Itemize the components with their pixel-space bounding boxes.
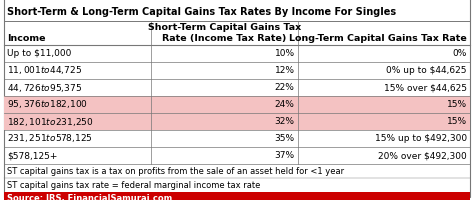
- Text: 24%: 24%: [275, 100, 294, 109]
- Text: $44,726 to $95,375: $44,726 to $95,375: [7, 82, 82, 94]
- Text: $231,251 to $578,125: $231,251 to $578,125: [7, 132, 93, 144]
- Bar: [4, 192, 470, 200]
- Text: $182,101 to $231,250: $182,101 to $231,250: [7, 116, 94, 128]
- Text: 35%: 35%: [274, 134, 294, 143]
- Bar: [4, 113, 470, 130]
- Text: Short-Term Capital Gains Tax
Rate (Income Tax Rate): Short-Term Capital Gains Tax Rate (Incom…: [147, 23, 301, 43]
- Text: $11,001 to $44,725: $11,001 to $44,725: [7, 64, 82, 76]
- Text: $95,376 to $182,100: $95,376 to $182,100: [7, 98, 88, 110]
- Text: 0% up to $44,625: 0% up to $44,625: [386, 66, 467, 75]
- Text: Up to $11,000: Up to $11,000: [7, 49, 72, 58]
- Text: 10%: 10%: [274, 49, 294, 58]
- Text: 22%: 22%: [275, 83, 294, 92]
- Text: 15% up to $492,300: 15% up to $492,300: [375, 134, 467, 143]
- Text: Long-Term Capital Gains Tax Rate: Long-Term Capital Gains Tax Rate: [289, 34, 467, 43]
- Text: ST capital gains tax rate = federal marginal income tax rate: ST capital gains tax rate = federal marg…: [7, 180, 260, 190]
- Text: Source: IRS, FinancialSamurai.com: Source: IRS, FinancialSamurai.com: [7, 194, 172, 200]
- Text: Short-Term & Long-Term Capital Gains Tax Rates By Income For Singles: Short-Term & Long-Term Capital Gains Tax…: [7, 7, 396, 17]
- Text: Income: Income: [7, 34, 46, 43]
- Text: 15%: 15%: [447, 100, 467, 109]
- Text: 37%: 37%: [274, 151, 294, 160]
- Text: 20% over $492,300: 20% over $492,300: [378, 151, 467, 160]
- Text: 15% over $44,625: 15% over $44,625: [384, 83, 467, 92]
- Text: 32%: 32%: [274, 117, 294, 126]
- Text: $578,125+: $578,125+: [7, 151, 57, 160]
- Text: 0%: 0%: [453, 49, 467, 58]
- Bar: [4, 96, 470, 113]
- Text: ST capital gains tax is a tax on profits from the sale of an asset held for <1 y: ST capital gains tax is a tax on profits…: [7, 166, 344, 176]
- Text: 15%: 15%: [447, 117, 467, 126]
- Text: 12%: 12%: [274, 66, 294, 75]
